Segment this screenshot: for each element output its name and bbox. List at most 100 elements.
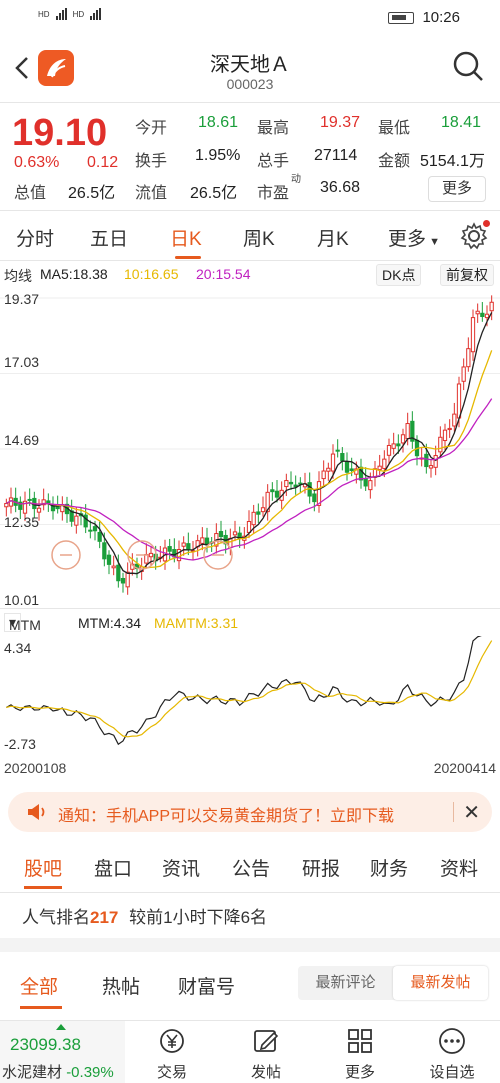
candle: [36, 507, 42, 513]
tab-more-label: 更多: [388, 229, 427, 250]
mtm-svg: [6, 633, 493, 746]
candle: [466, 348, 471, 368]
candle: [452, 413, 457, 427]
notice-banner[interactable]: 通知：手机APP可以交易黄金期货了！立即下载 ✕: [8, 792, 492, 832]
indicator-selector-label: MTM: [9, 617, 41, 633]
active-tab-indicator: [175, 256, 201, 259]
candle: [260, 507, 266, 513]
signal-indicators: HD HD: [38, 8, 102, 20]
candle: [251, 511, 256, 526]
search-icon[interactable]: [450, 48, 486, 84]
edit-icon: [254, 1030, 279, 1052]
network-label-2: HD: [72, 9, 85, 19]
candle: [470, 317, 476, 353]
candle: [391, 443, 396, 449]
post-button[interactable]: 发帖: [226, 1021, 306, 1083]
network-label: HD: [38, 9, 50, 19]
sort-toggle: 最新评论 最新发帖: [298, 966, 488, 1000]
sort-latest-post[interactable]: 最新发帖: [393, 966, 488, 1000]
section-forum[interactable]: 股吧: [24, 859, 63, 880]
float-label: 流值: [135, 185, 168, 202]
clock: 10:26: [422, 9, 460, 26]
float-value: 26.5亿: [190, 185, 238, 202]
trade-button[interactable]: 交易: [132, 1021, 212, 1083]
candle: [340, 453, 345, 462]
divider: [0, 892, 500, 893]
mtm-axis-top: 4.34: [4, 640, 32, 656]
candle: [447, 427, 452, 431]
candle: [312, 493, 317, 503]
sort-latest-comment[interactable]: 最新评论: [315, 974, 376, 991]
down-arrow-icon: [56, 1024, 66, 1030]
candle: [22, 500, 28, 514]
tab-more[interactable]: 更多 ▼: [388, 229, 440, 250]
candle: [405, 423, 410, 440]
candle: [410, 420, 415, 442]
close-icon[interactable]: ✕: [463, 802, 480, 824]
section-profile[interactable]: 资料: [440, 859, 479, 880]
open-value: 18.61: [198, 114, 239, 131]
candle: [480, 312, 485, 318]
candle: [167, 546, 172, 552]
candle: [120, 577, 126, 584]
candle: [321, 470, 326, 480]
section-orderbook[interactable]: 盘口: [94, 859, 133, 880]
section-news[interactable]: 资讯: [162, 859, 201, 880]
candle: [265, 491, 270, 513]
section-research[interactable]: 研报: [302, 859, 341, 880]
back-arrow-icon[interactable]: [10, 50, 34, 86]
mtm-chart[interactable]: 4.34 -2.73: [0, 633, 500, 756]
subtab-hot[interactable]: 热帖: [102, 977, 141, 998]
notification-dot: [483, 220, 490, 227]
candle: [293, 484, 298, 488]
candle: [92, 526, 98, 532]
popularity-info: 人气排名217 较前1小时下降6名: [22, 903, 267, 928]
candle: [4, 503, 9, 508]
dk-point-button[interactable]: DK点: [376, 264, 422, 286]
trade-label: 交易: [156, 1064, 187, 1081]
candle: [97, 531, 102, 542]
candle: [349, 468, 354, 471]
kline-chart[interactable]: 19.37 17.03 14.69 12.35 10.01: [0, 288, 500, 608]
divider: [0, 102, 500, 103]
adjust-button[interactable]: 前复权: [440, 264, 494, 286]
tab-intraday[interactable]: 分时: [16, 229, 55, 250]
mtm-legend: MTM ▾ MTM:4.34 MAMTM:3.31: [0, 612, 500, 636]
add-watchlist-label: 设自选: [429, 1064, 475, 1081]
ma-legend: 均线 MA5:18.38 10:16.65 20:15.54 DK点 前复权: [0, 262, 500, 288]
signal-marker: [51, 540, 81, 570]
indicator-selector[interactable]: MTM ▾: [4, 613, 41, 633]
mamtm-line: [6, 640, 493, 738]
tab-daily-k[interactable]: 日K: [170, 229, 202, 250]
candle: [274, 490, 280, 498]
more-menu-button[interactable]: 更多: [320, 1021, 400, 1083]
add-watchlist-button[interactable]: 设自选: [412, 1021, 492, 1083]
volume-value: 27114: [314, 147, 358, 164]
sector-index[interactable]: 23099.38 水泥建材 -0.39%: [0, 1021, 125, 1083]
candle: [18, 501, 23, 510]
candle: [335, 449, 340, 452]
more-quote-button[interactable]: 更多: [428, 176, 486, 202]
gear-icon[interactable]: [460, 222, 488, 250]
app-logo-icon: [38, 50, 74, 86]
subtab-all[interactable]: 全部: [20, 977, 59, 998]
candle: [326, 467, 331, 472]
change-percent: 0.63%: [14, 154, 60, 171]
tab-weekly-k[interactable]: 周K: [243, 229, 275, 250]
section-announcements[interactable]: 公告: [232, 859, 271, 880]
tab-monthly-k[interactable]: 月K: [317, 229, 349, 250]
section-finance[interactable]: 财务: [370, 859, 409, 880]
tab-five-day[interactable]: 五日: [90, 229, 129, 250]
mamtm-value: MAMTM:3.31: [154, 615, 239, 631]
candle: [438, 436, 443, 453]
candle: [284, 480, 289, 488]
subtab-fortune[interactable]: 财富号: [178, 977, 236, 998]
post-filter-tabs: 全部 热帖 财富号 最新评论 最新发帖: [0, 958, 500, 1014]
ma10-value: 10:16.65: [124, 266, 179, 282]
signal-icon: [55, 8, 67, 20]
candle: [88, 529, 93, 532]
sector-index-name: 水泥建材 -0.39%: [2, 1061, 114, 1082]
candle: [386, 444, 392, 456]
candle: [102, 542, 107, 560]
candle: [363, 477, 368, 487]
